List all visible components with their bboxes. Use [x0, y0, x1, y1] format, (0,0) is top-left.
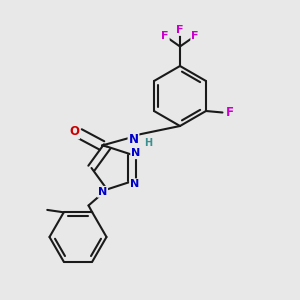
Text: N: N — [131, 148, 140, 158]
Text: H: H — [144, 138, 152, 148]
Text: F: F — [176, 25, 184, 35]
Text: F: F — [191, 31, 199, 41]
Text: N: N — [98, 187, 107, 197]
Text: F: F — [226, 106, 234, 119]
Text: N: N — [128, 133, 139, 146]
Text: O: O — [69, 125, 79, 139]
Text: N: N — [130, 179, 139, 189]
Text: F: F — [161, 31, 169, 41]
